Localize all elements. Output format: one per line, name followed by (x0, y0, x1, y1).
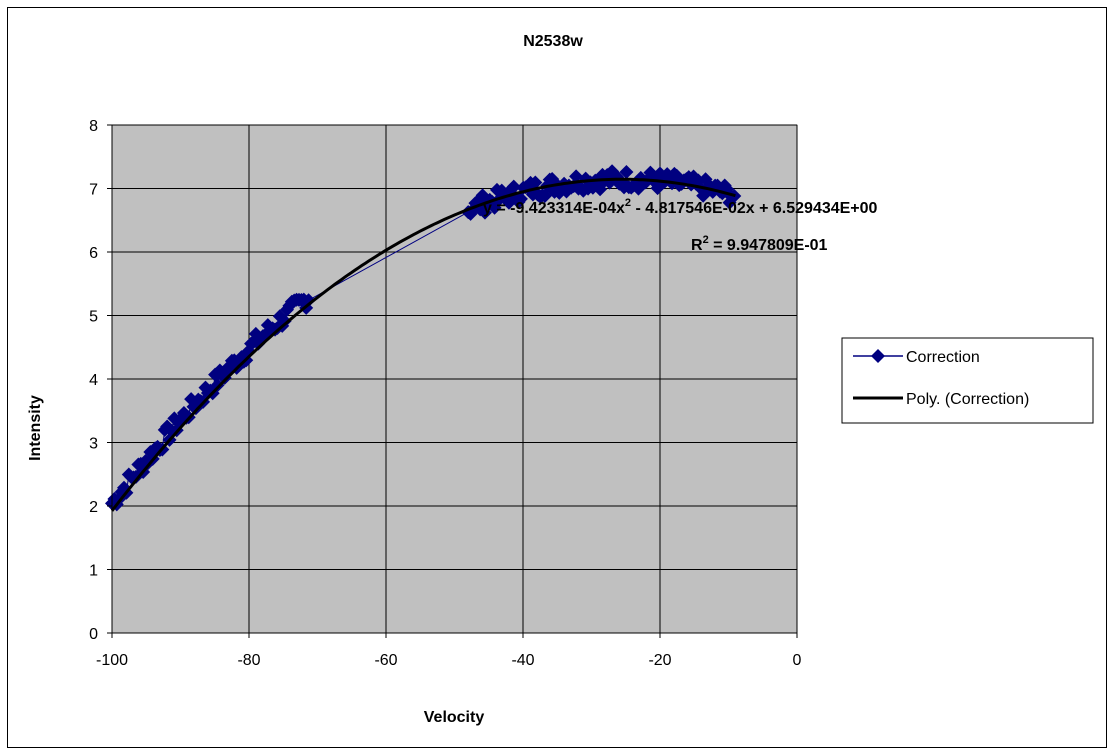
correction-point (528, 175, 543, 190)
correction-point (506, 179, 521, 194)
x-tick-label: -100 (96, 652, 128, 669)
correction-point (277, 314, 292, 329)
y-tick-label: 5 (89, 309, 98, 326)
legend-poly-label: Poly. (Correction) (906, 391, 1029, 408)
correction-point (569, 169, 584, 184)
correction-point (619, 165, 634, 180)
trendline-equation: y = -9.423314E-04x2 - 4.817546E-02x + 6.… (483, 197, 878, 217)
chart-title: N2538w (523, 33, 583, 50)
correction-point (513, 191, 528, 206)
x-tick-label: -60 (374, 652, 397, 669)
x-tick-label: 0 (793, 652, 802, 669)
correction-point (301, 293, 316, 308)
y-axis-title: Intensity (27, 395, 44, 461)
y-tick-label: 4 (89, 372, 98, 389)
y-tick-label: 8 (89, 118, 98, 135)
tick-labels: 0 1 2 3 4 5 6 7 8 -100 -80 -60 -40 -20 0 (89, 118, 801, 669)
x-tick-label: -20 (648, 652, 671, 669)
correction-point (210, 378, 225, 393)
r-squared-label: R2 = 9.947809E-01 (691, 234, 828, 254)
correction-point (128, 469, 143, 484)
correction-point (501, 195, 516, 210)
chart-frame: 0 1 2 3 4 5 6 7 8 -100 -80 -60 -40 -20 0 N2538w Veloci… (7, 7, 1107, 748)
y-tick-label: 7 (89, 182, 98, 199)
trendline-group (110, 177, 736, 512)
trendline-equation-superscript: 2 (625, 197, 631, 209)
legend: Correction Poly. (Correction) (841, 337, 1094, 424)
y-tick-label: 3 (89, 436, 98, 453)
trendline-equation-rest: - 4.817546E-02x + 6.529434E+00 (631, 200, 878, 217)
x-tick-label: -40 (511, 652, 534, 669)
y-tick-label: 0 (89, 626, 98, 643)
y-tick-label: 1 (89, 563, 98, 580)
axes (107, 124, 798, 638)
x-tick-label: -80 (237, 652, 260, 669)
y-tick-label: 6 (89, 245, 98, 262)
r-squared-superscript: 2 (703, 234, 709, 246)
legend-box (841, 337, 1094, 424)
trendline-equation-main: y = -9.423314E-04x (483, 200, 625, 217)
r-squared-value: = 9.947809E-01 (709, 237, 828, 254)
legend-correction-marker (871, 349, 885, 363)
polynomial-trendline (110, 177, 736, 512)
r-squared-prefix: R (691, 237, 703, 254)
legend-correction-label: Correction (906, 349, 980, 366)
y-tick-label: 2 (89, 499, 98, 516)
chart-svg: 0 1 2 3 4 5 6 7 8 -100 -80 -60 -40 -20 0 N2538w Veloci… (27, 33, 1094, 726)
data-marks (105, 164, 742, 512)
x-axis-title: Velocity (424, 709, 485, 726)
